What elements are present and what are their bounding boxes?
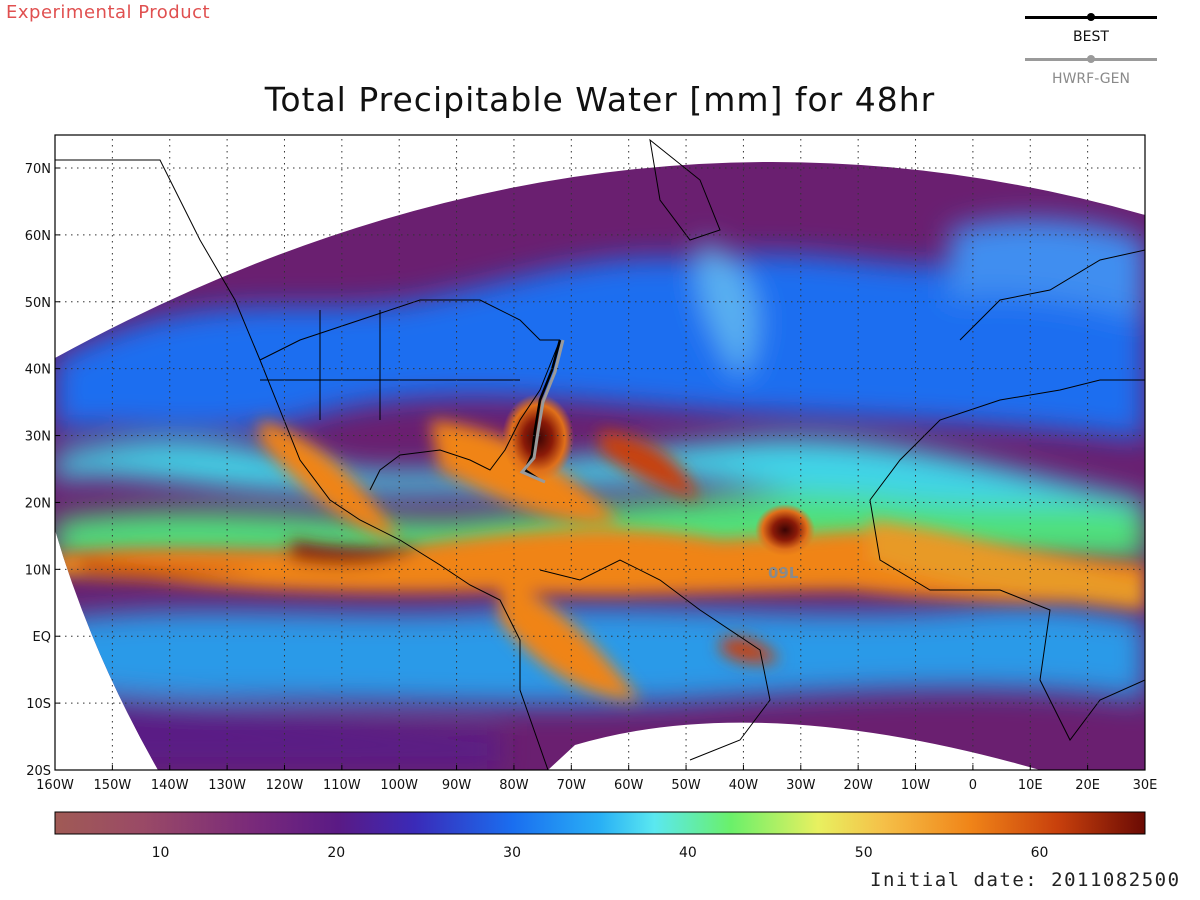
legend-marker-hwrf [1087,55,1095,63]
lon-label: 160W [36,778,74,793]
lon-label: 60W [614,778,644,793]
lon-label: 0 [969,778,977,793]
lon-label: 20W [843,778,873,793]
lon-label: 10W [901,778,931,793]
lon-label: 70W [557,778,587,793]
lon-label: 130W [208,778,246,793]
lon-label: 100W [380,778,418,793]
lon-label: 30W [786,778,816,793]
map-border [54,134,1146,771]
hwrf-track [519,339,565,484]
colorbar-tick-label: 30 [503,845,521,861]
legend-marker-best [1087,13,1095,21]
coastlines [55,138,1146,771]
colorbar [54,811,1146,835]
initial-date: Initial date: 2011082500 [870,869,1181,891]
lon-label: 120W [266,778,304,793]
colorbar-tick-label: 10 [152,845,170,861]
map-title: Total Precipitable Water [mm] for 48hr [264,80,936,119]
lon-label: 110W [323,778,361,793]
lat-label: 60N [25,229,51,244]
lat-label: 70N [25,162,51,177]
colorbar-tick-label: 40 [679,845,697,861]
colorbar-tick-label: 60 [1031,845,1049,861]
colorbar-ticks: 10 20 30 40 50 60 [152,845,1049,861]
lat-label: 30N [25,430,51,445]
legend-label-best: BEST [1073,29,1109,45]
legend-label-hwrf: HWRF-GEN [1052,71,1130,87]
lon-label: 150W [94,778,132,793]
lon-label: 80W [499,778,529,793]
lon-label: 30E [1133,778,1158,793]
colorbar-tick-label: 20 [327,845,345,861]
track-legend: BEST HWRF-GEN [1022,8,1160,92]
lon-label: 140W [151,778,189,793]
lat-label: 40N [25,363,51,378]
colorbar-tick-label: 50 [855,845,873,861]
lon-label: 90W [442,778,472,793]
lon-label: 10E [1018,778,1043,793]
lon-label: 50W [671,778,701,793]
longitude-axis: 160W 150W 140W 130W 120W 110W 100W 90W 80W 70W 60W… [36,765,1157,793]
lon-label: 20E [1075,778,1100,793]
lat-label: 20S [26,764,51,779]
experimental-product-label: Experimental Product [6,2,211,23]
lat-label: 10S [26,697,51,712]
lat-label: 50N [25,296,51,311]
lat-label: EQ [33,630,51,645]
latitude-axis: 70N 60N 50N 40N 30N 20N 10N EQ 10S 20S [25,162,60,779]
lat-label: 20N [25,496,51,511]
lat-label: 10N [25,563,51,578]
tropical-wave-core [755,504,815,556]
storm-label-09l: 09L [768,564,799,582]
lon-label: 40W [729,778,759,793]
